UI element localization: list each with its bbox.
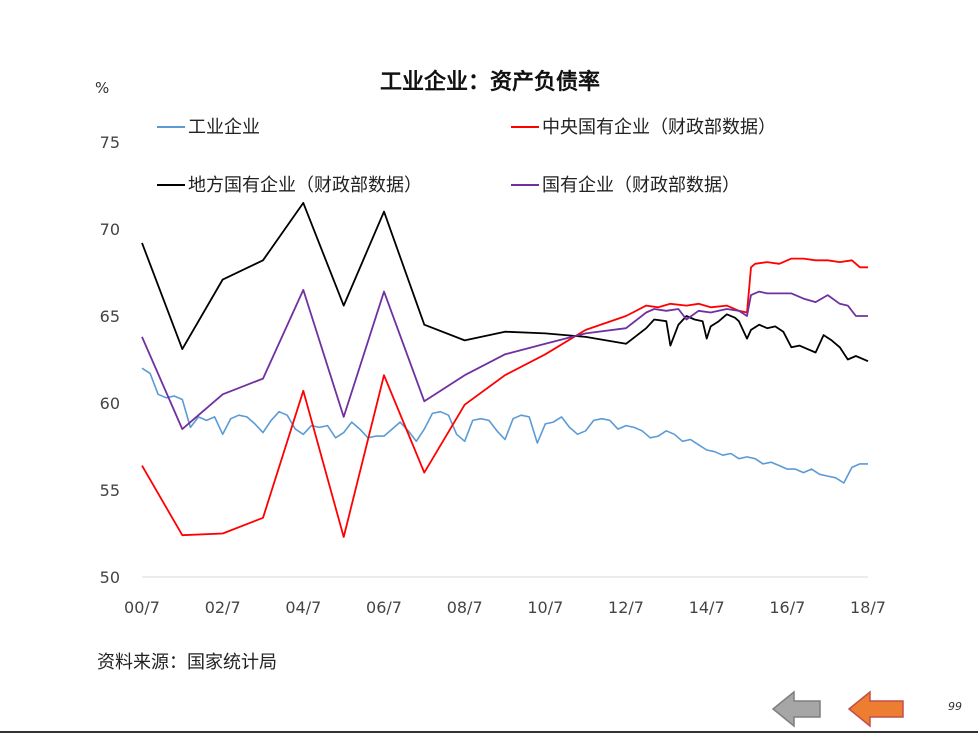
y-tick-label: 55 (100, 481, 120, 500)
x-tick-label: 14/7 (689, 598, 725, 617)
x-tick-label: 04/7 (285, 598, 321, 617)
line-central-soe (141, 257, 868, 538)
y-axis: 50 55 60 65 70 75 (100, 133, 120, 587)
x-tick-label: 08/7 (447, 598, 483, 617)
orange-arrow-icon (847, 690, 904, 728)
back-arrow-button[interactable] (771, 690, 828, 728)
legend-label-local-soe: 地方国有企业（财政部数据） (188, 175, 422, 196)
x-axis: 00/7 02/7 04/7 06/7 08/7 10/7 12/7 14/7 16/7 18/7 (124, 598, 886, 617)
x-tick-label: 18/7 (850, 598, 886, 617)
y-tick-label: 65 (100, 307, 120, 326)
legend-item-local-soe: 地方国有企业（财政部数据） (157, 175, 422, 196)
chart-title: 工业企业：资产负债率 (380, 69, 600, 95)
legend-item-soe: 国有企业（财政部数据） (511, 175, 740, 196)
legend-label-soe: 国有企业（财政部数据） (542, 175, 740, 196)
x-tick-label: 16/7 (769, 598, 805, 617)
bottom-rule (0, 731, 978, 733)
y-tick-label: 50 (100, 568, 120, 587)
plot-area (141, 201, 869, 538)
y-tick-label: 75 (100, 133, 120, 152)
legend-label-industrial: 工业企业 (188, 117, 260, 138)
y-tick-label: 70 (100, 220, 120, 239)
line-industrial (141, 367, 868, 484)
x-tick-label: 02/7 (205, 598, 241, 617)
source-note: 资料来源：国家统计局 (97, 652, 277, 673)
x-tick-label: 10/7 (527, 598, 563, 617)
legend-label-central-soe: 中央国有企业（财政部数据） (542, 117, 776, 138)
legend-item-central-soe: 中央国有企业（财政部数据） (511, 117, 776, 138)
line-local-soe (141, 201, 869, 363)
y-tick-label: 60 (100, 394, 120, 413)
x-tick-label: 00/7 (124, 598, 160, 617)
back-arrow-icon (771, 690, 821, 728)
line-soe (141, 288, 868, 431)
x-tick-label: 12/7 (608, 598, 644, 617)
next-arrow-button[interactable] (847, 690, 904, 728)
x-tick-label: 06/7 (366, 598, 402, 617)
y-axis-unit: % (95, 79, 109, 97)
legend-item-industrial: 工业企业 (157, 117, 260, 138)
page-number: 99 (948, 700, 962, 713)
legend: 工业企业 中央国有企业（财政部数据） 地方国有企业（财政部数据） 国有企业（财政… (157, 117, 776, 196)
